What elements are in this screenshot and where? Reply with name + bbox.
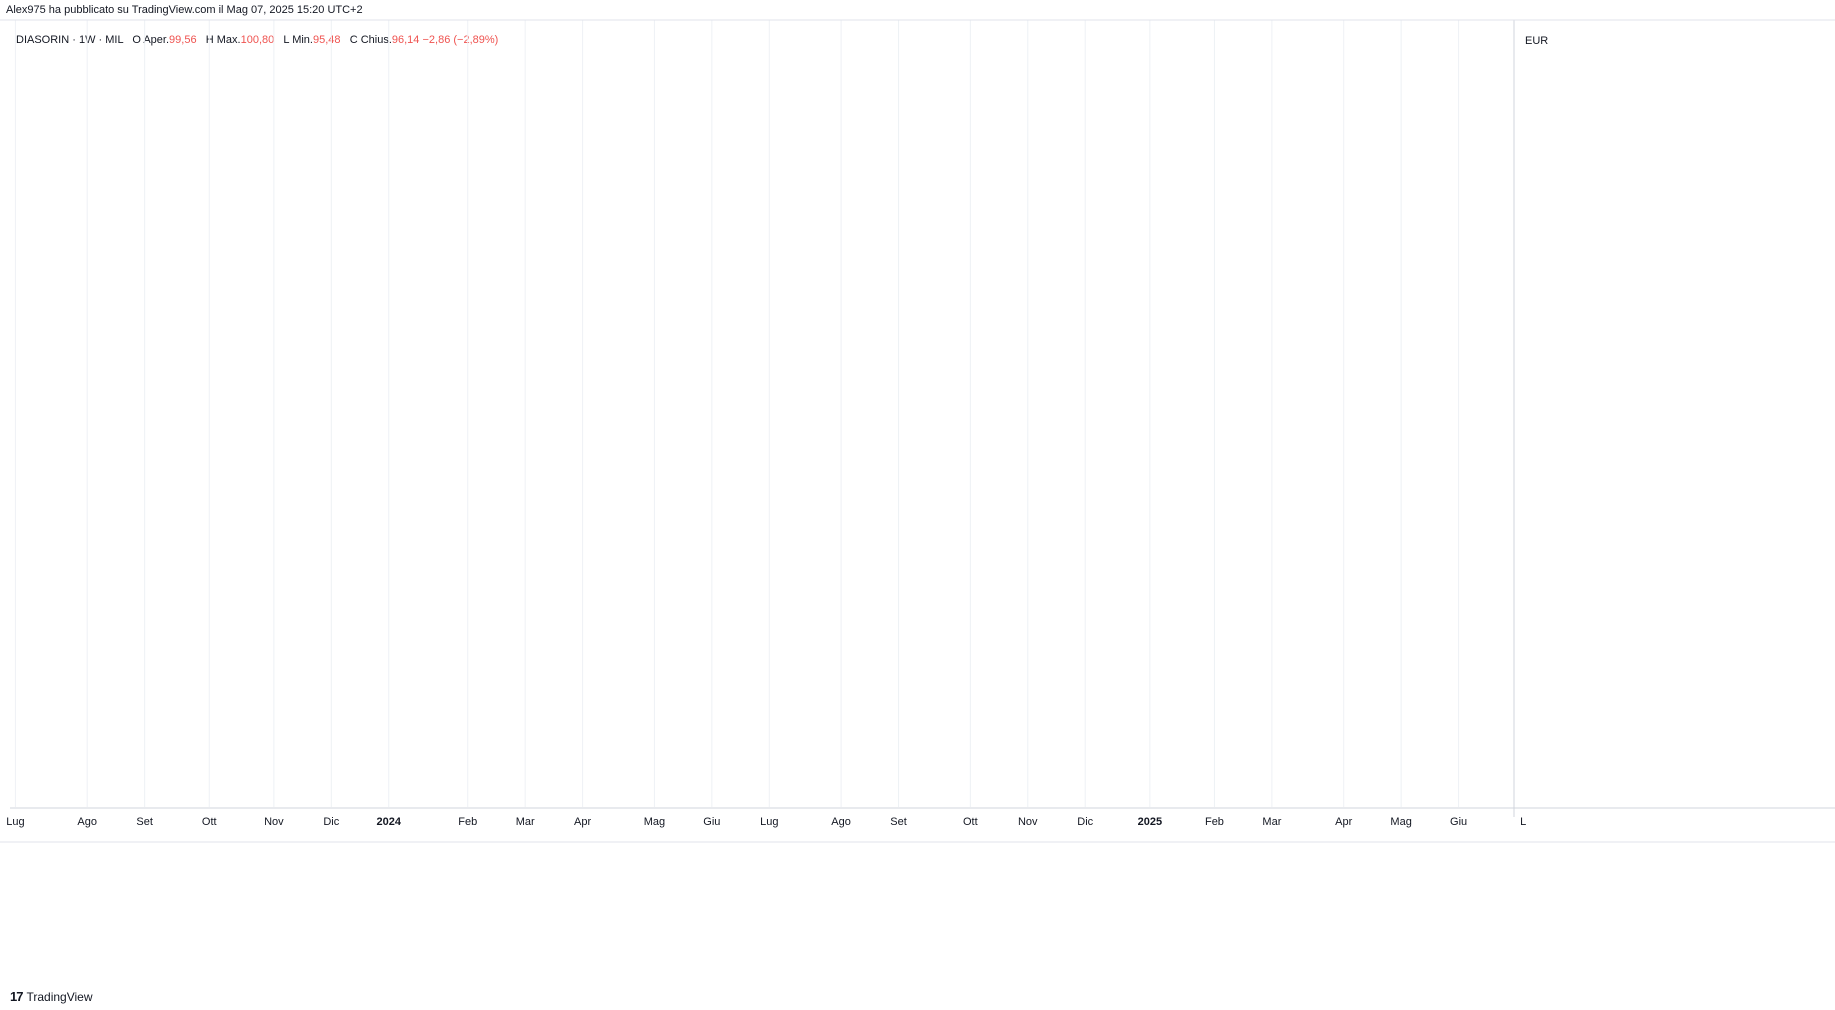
ohlc-legend: DIASORIN · 1W · MIL O Aper.99,56 H Max.1… bbox=[16, 34, 498, 46]
x-tick-label: Nov bbox=[1018, 816, 1038, 828]
x-tick-label: Giu bbox=[703, 816, 720, 828]
close-value: 96,14 bbox=[391, 34, 420, 46]
tradingview-logo[interactable]: 17 TradingView bbox=[10, 989, 93, 1004]
x-tick-label: Feb bbox=[458, 816, 477, 828]
high-value: 100,80 bbox=[240, 34, 275, 46]
x-tick-label: Ott bbox=[963, 816, 978, 828]
x-tick-label: Ago bbox=[831, 816, 851, 828]
x-tick-label: Apr bbox=[574, 816, 591, 828]
x-tick-label: Ago bbox=[77, 816, 97, 828]
x-tick-label: Dic bbox=[323, 816, 339, 828]
axes: 80,0082,0084,0086,0088,0090,0092,0094,00… bbox=[0, 19, 1835, 843]
x-tick-label: Dic bbox=[1077, 816, 1093, 828]
x-tick-label: Lug bbox=[6, 816, 24, 828]
low-key: L bbox=[283, 34, 290, 46]
x-tick-label: Apr bbox=[1335, 816, 1352, 828]
change-value: −2,86 (−2,89%) bbox=[422, 34, 499, 46]
x-tick-label: Mar bbox=[1262, 816, 1281, 828]
x-tick-label: Feb bbox=[1205, 816, 1224, 828]
x-tick-label: Lug bbox=[760, 816, 778, 828]
x-tick-label: Ott bbox=[202, 816, 217, 828]
tradingview-logo-icon: 17 bbox=[10, 989, 24, 1004]
x-tick-label: Nov bbox=[264, 816, 284, 828]
symbol-label[interactable]: DIASORIN · 1W · MIL bbox=[16, 34, 124, 46]
x-tick-label: L bbox=[1520, 816, 1526, 828]
open-key: O bbox=[132, 34, 141, 46]
x-tick-label: Set bbox=[136, 816, 153, 828]
x-tick-label: Mag bbox=[1390, 816, 1411, 828]
currency-label: EUR bbox=[1525, 35, 1548, 47]
x-tick-label: 2024 bbox=[377, 816, 402, 828]
high-text: Max. bbox=[216, 34, 241, 46]
open-text: Aper. bbox=[143, 34, 170, 46]
x-tick-label: 2025 bbox=[1138, 816, 1162, 828]
close-key: C bbox=[349, 34, 358, 46]
close-text: Chius. bbox=[360, 34, 392, 46]
x-tick-label: Mar bbox=[516, 816, 535, 828]
x-tick-label: Set bbox=[890, 816, 907, 828]
grid bbox=[14, 20, 1460, 807]
open-value: 99,56 bbox=[169, 34, 197, 46]
low-value: 95,48 bbox=[312, 34, 341, 46]
x-tick-label: Giu bbox=[1450, 816, 1467, 828]
x-tick-label: Mag bbox=[644, 816, 665, 828]
low-text: Min. bbox=[292, 34, 313, 46]
tradingview-brand: TradingView bbox=[26, 989, 93, 1004]
publisher-line: Alex975 ha pubblicato su TradingView.com… bbox=[6, 4, 363, 16]
